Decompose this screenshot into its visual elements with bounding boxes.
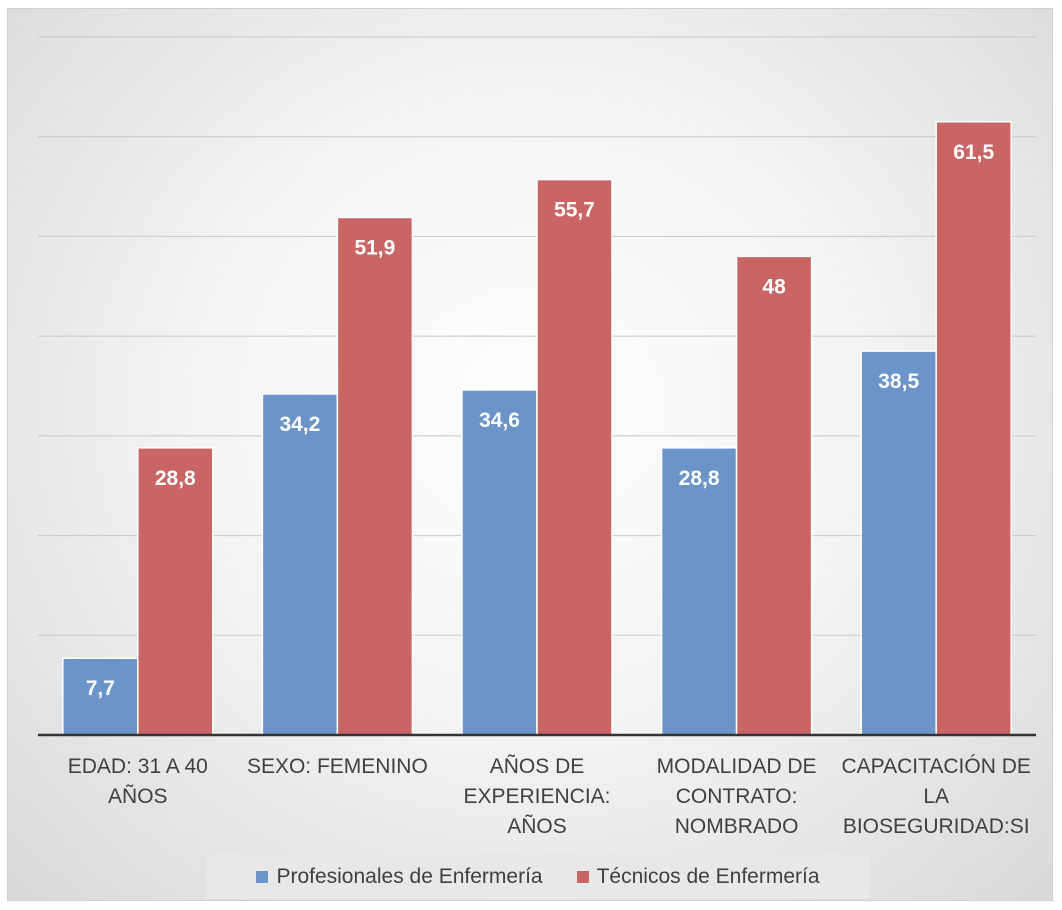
- x-tick-label-line: CAPACITACIÓN DE: [841, 755, 1031, 778]
- data-label-profesionales-0: 7,7: [86, 677, 115, 700]
- data-label-tecnicos-0: 28,8: [155, 467, 196, 490]
- data-label-profesionales-4: 38,5: [878, 370, 919, 393]
- bar-profesionales-4: [860, 350, 937, 736]
- x-tick-label-3: MODALIDAD DE CONTRATO: NOMBRADO: [637, 752, 837, 842]
- x-tick-label-line: AÑOS DE: [489, 755, 585, 778]
- data-label-profesionales-2: 34,6: [479, 409, 520, 432]
- legend-swatch-tecnicos: [576, 871, 589, 883]
- legend-item-tecnicos: Técnicos de Enfermería: [576, 865, 820, 889]
- bar-tecnicos-0: [137, 447, 214, 736]
- x-tick-label-0: EDAD: 31 A 40 AÑOS: [38, 752, 238, 812]
- bar-tecnicos-2: [536, 178, 613, 736]
- bar-profesionales-1: [261, 393, 339, 736]
- data-label-profesionales-1: 34,2: [279, 413, 320, 436]
- data-label-tecnicos-4: 61,5: [953, 141, 994, 164]
- x-tick-label-line: NOMBRADO: [674, 815, 799, 838]
- x-tick-label-2: AÑOS DE EXPERIENCIA: AÑOS: [437, 752, 637, 842]
- data-label-profesionales-3: 28,8: [679, 467, 720, 490]
- x-tick-label-line: SEXO: FEMENINO: [246, 755, 428, 778]
- legend-swatch-profesionales: [256, 871, 269, 883]
- x-tick-label-line: AÑOS: [108, 785, 168, 808]
- x-tick-label-line: CONTRATO:: [675, 785, 798, 808]
- bar-profesionales-3: [660, 447, 738, 736]
- legend-label-profesionales: Profesionales de Enfermería: [276, 865, 543, 888]
- x-tick-label-1: SEXO: FEMENINO: [237, 752, 437, 782]
- x-tick-label-line: LA: [923, 785, 950, 808]
- data-label-tecnicos-3: 48: [762, 275, 786, 298]
- data-label-tecnicos-1: 51,9: [354, 236, 395, 259]
- x-tick-label-line: MODALIDAD DE: [656, 755, 817, 778]
- bar-profesionales-0: [62, 657, 139, 736]
- legend: Profesionales de Enfermería Técnicos de …: [206, 855, 870, 899]
- x-tick-label-4: CAPACITACIÓN DE LA BIOSEGURIDAD:SI: [836, 752, 1036, 842]
- bar-tecnicos-1: [336, 216, 414, 736]
- bar-tecnicos-4: [935, 121, 1012, 736]
- x-tick-label-line: EDAD: 31 A 40: [67, 755, 208, 778]
- data-label-tecnicos-2: 55,7: [554, 199, 595, 222]
- legend-item-profesionales: Profesionales de Enfermería: [256, 865, 543, 889]
- bar-tecnicos-3: [735, 255, 813, 736]
- x-tick-label-line: BIOSEGURIDAD:SI: [842, 815, 1030, 838]
- legend-label-tecnicos: Técnicos de Enfermería: [596, 865, 820, 888]
- x-tick-label-line: EXPERIENCIA: AÑOS: [463, 785, 611, 838]
- bar-profesionales-2: [461, 389, 538, 736]
